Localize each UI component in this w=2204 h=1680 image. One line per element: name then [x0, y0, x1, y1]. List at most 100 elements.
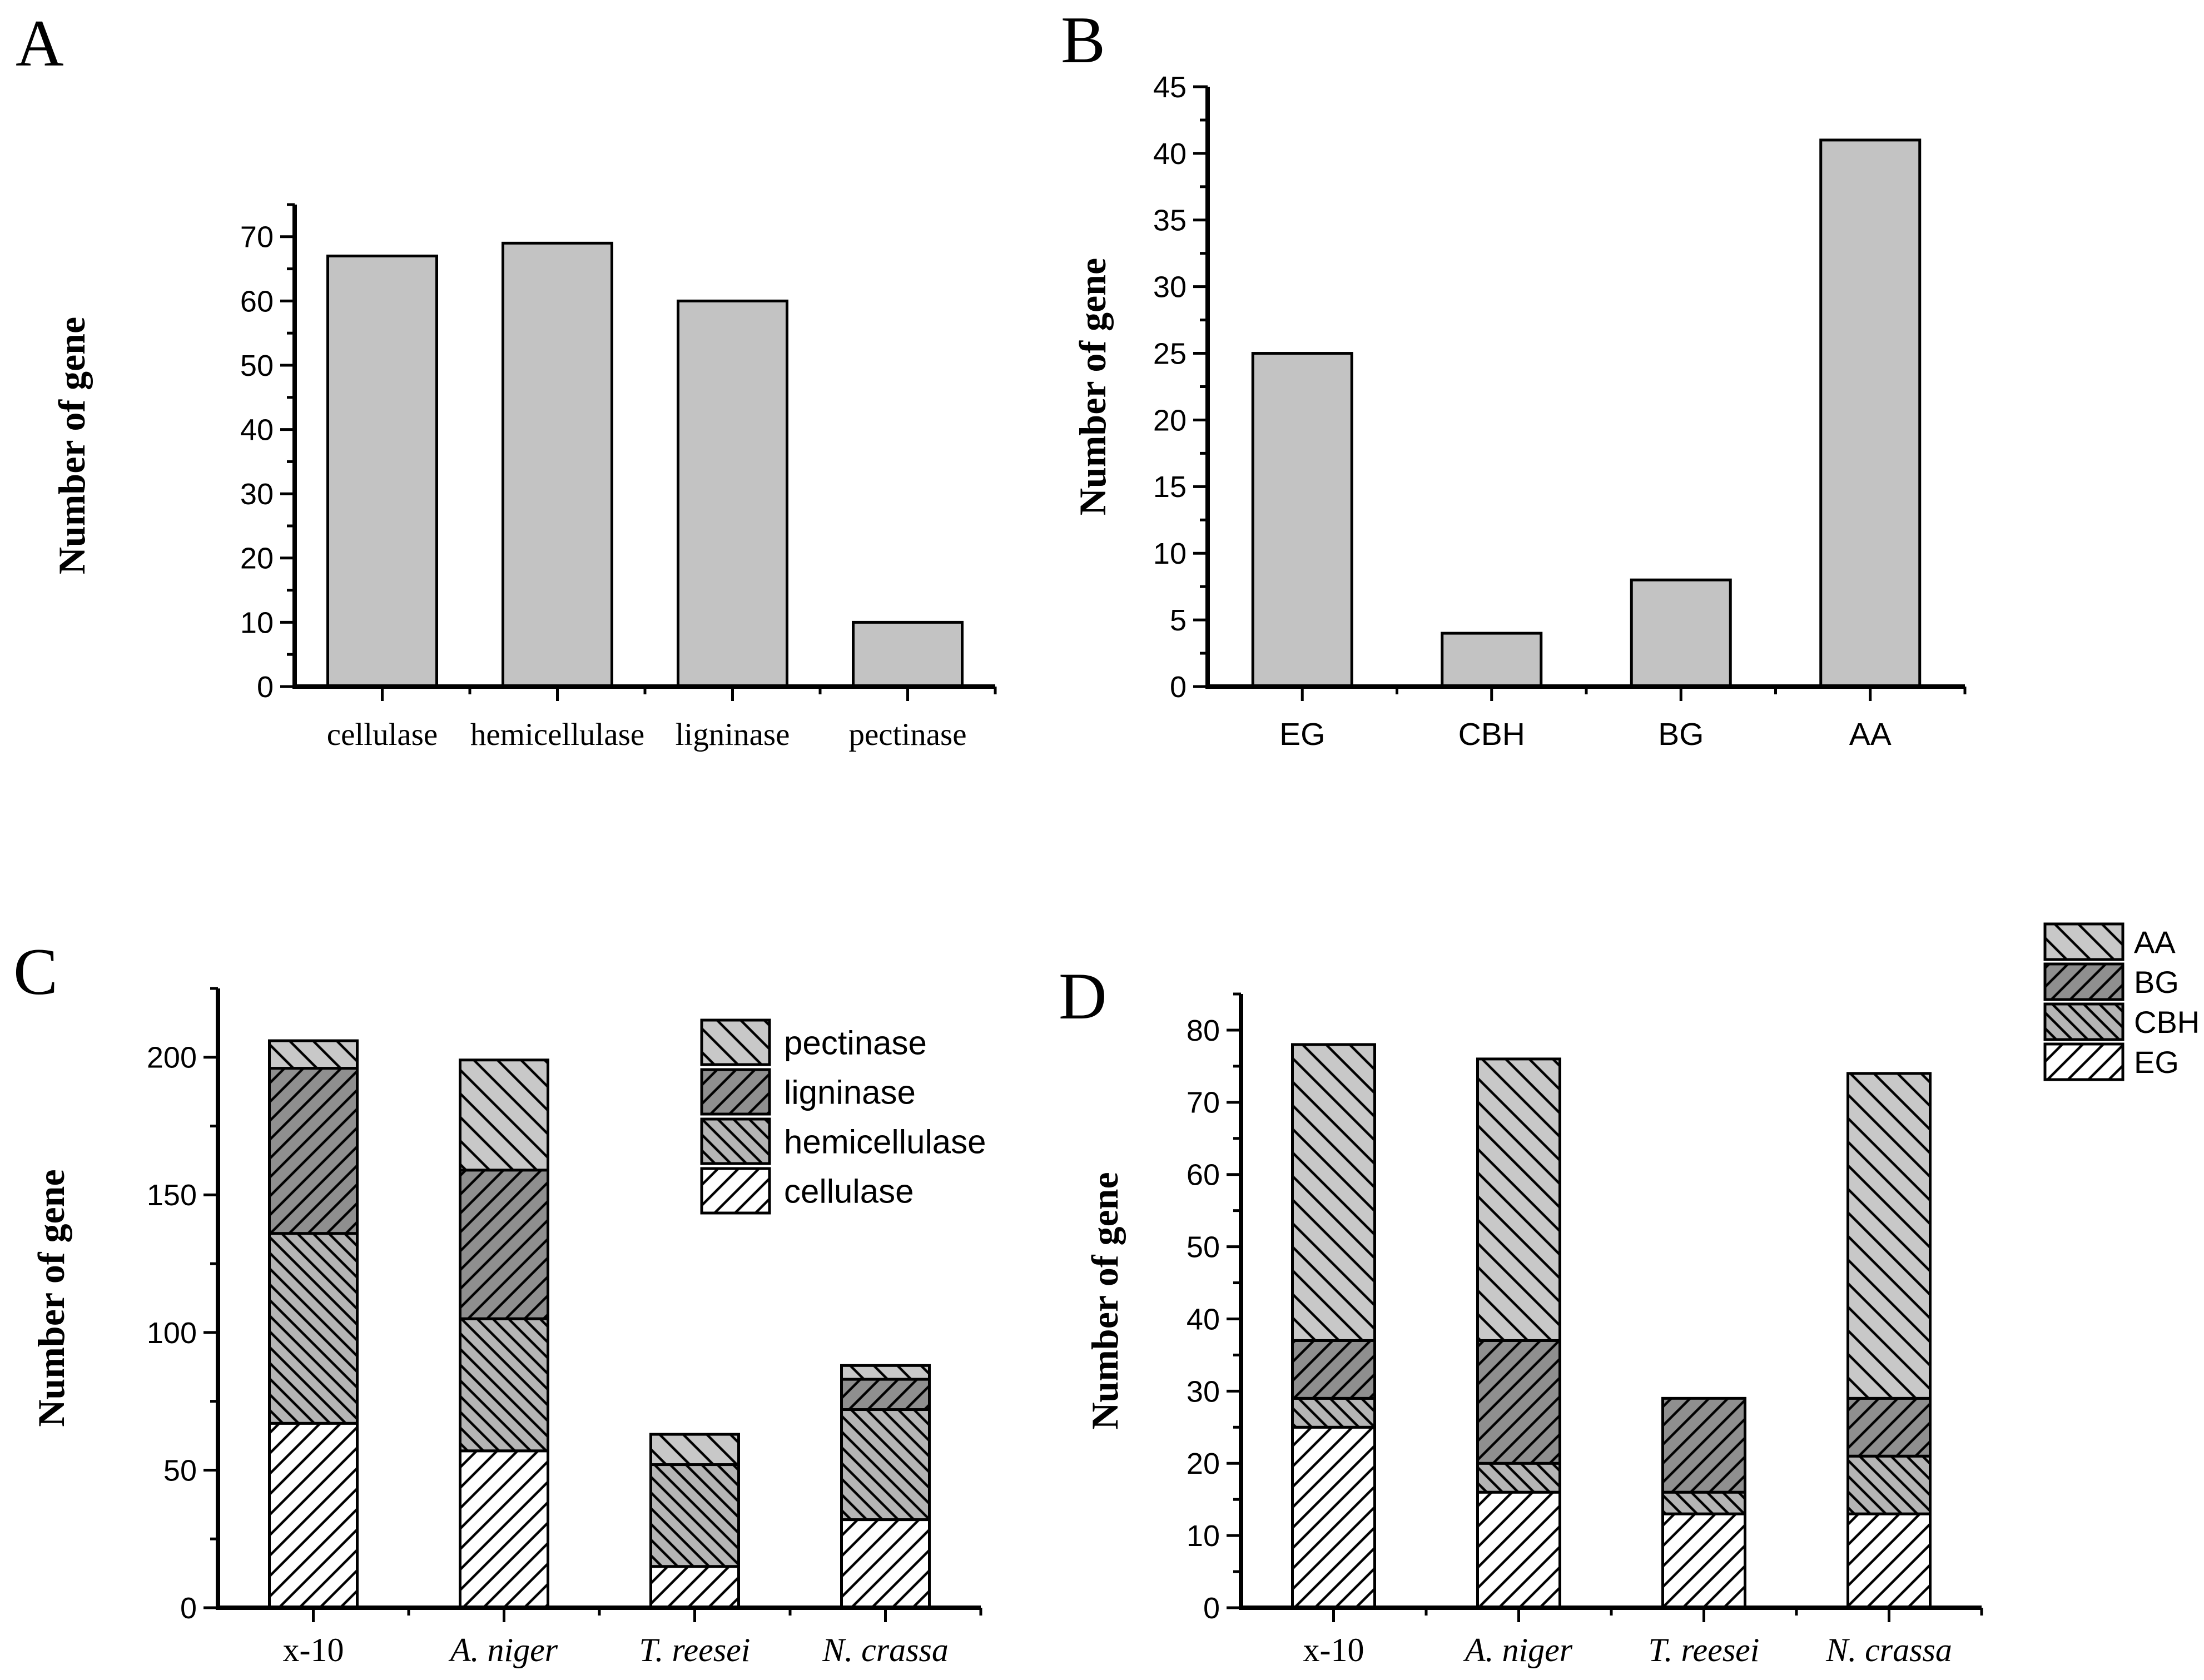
bar-CBH	[1441, 632, 1543, 688]
y-tick-label: 0	[180, 1592, 197, 1625]
panel-D-chart: 0 10 20 30 40 50 60 70 80 x-10 A. niger T. reesei N.…	[1084, 922, 2200, 1668]
y-tick-label: 30	[1153, 271, 1187, 304]
x-category-label: BG	[1658, 717, 1704, 752]
legend-swatch-pectinase	[700, 1018, 771, 1066]
x-category-label: CBH	[1458, 717, 1525, 752]
segment-BG-T. reesei	[1661, 1396, 1746, 1494]
y-tick-label: 30	[1187, 1375, 1220, 1408]
y-tick-label: 70	[240, 221, 274, 254]
y-tick-label: 100	[147, 1316, 197, 1350]
segment-cellulase-x-10	[268, 1421, 359, 1609]
x-category-label: A. niger	[1463, 1632, 1573, 1668]
x-category-label: x-10	[283, 1632, 344, 1668]
segment-AA-A. niger	[1476, 1057, 1561, 1342]
y-tick-label: 50	[163, 1454, 197, 1487]
legend-label-hemicellulase: hemicellulase	[784, 1124, 986, 1161]
y-tick-label: 5	[1170, 604, 1187, 637]
segment-EG-A. niger	[1476, 1490, 1561, 1609]
segment-pectinase-N. crassa	[840, 1364, 931, 1381]
segment-BG-N. crassa	[1846, 1396, 1932, 1458]
segment-EG-N. crassa	[1846, 1512, 1932, 1609]
bar-ligninase	[677, 299, 788, 688]
y-tick-label: 50	[240, 349, 274, 382]
legend-label-cellulase: cellulase	[784, 1173, 914, 1210]
segment-hemicellulase-N. crassa	[840, 1408, 931, 1522]
x-category-label: AA	[1849, 717, 1892, 752]
bar-cellulase	[326, 254, 438, 688]
y-tick-label: 20	[1187, 1447, 1220, 1480]
legend-swatch-cellulase	[700, 1167, 771, 1215]
y-tick-label: 40	[1153, 137, 1187, 171]
bar-hemicellulase	[502, 241, 613, 688]
y-tick-label: 10	[1153, 537, 1187, 570]
segment-CBH-N. crassa	[1846, 1454, 1932, 1515]
y-tick-label: 15	[1153, 470, 1187, 504]
legend-label-BG: BG	[2134, 965, 2179, 1000]
segment-pectinase-T. reesei	[649, 1433, 740, 1467]
segment-ligninase-A. niger	[459, 1169, 549, 1320]
bar-BG	[1630, 578, 1732, 688]
panel-D-letter: D	[1059, 959, 1107, 1033]
panel-A-chart: 0 10 20 30 40 50 60 70 cellulase hemicellulase lig…	[51, 203, 997, 752]
segment-cellulase-T. reesei	[649, 1565, 740, 1609]
segment-ligninase-N. crassa	[840, 1378, 931, 1411]
y-tick-label: 200	[147, 1041, 197, 1075]
panel-C-letter: C	[13, 935, 58, 1008]
legend-label-CBH: CBH	[2134, 1005, 2200, 1040]
y-tick-label: 60	[1187, 1159, 1220, 1192]
legend-swatch-BG	[2043, 962, 2124, 1001]
y-tick-label: 25	[1153, 337, 1187, 370]
panel-D: D 0 10 20 30 40 50 60 70 80 x-10 A. niger T. reesei…	[1056, 834, 2204, 1680]
y-axis-title: Number of gene	[30, 1169, 72, 1426]
y-tick-label: 35	[1153, 204, 1187, 237]
y-tick-label: 10	[1187, 1519, 1220, 1553]
segment-pectinase-A. niger	[459, 1058, 549, 1172]
y-tick-label: 50	[1187, 1230, 1220, 1264]
x-category-label: cellulase	[327, 717, 438, 752]
y-tick-label: 0	[257, 670, 274, 704]
y-tick-label: 20	[240, 542, 274, 575]
x-category-label: T. reesei	[1649, 1632, 1760, 1668]
y-tick-label: 20	[1153, 404, 1187, 437]
panel-B-chart: 0 5 10 15 20 25 30 35 40 45 EG CBH BG AA Number of gen…	[1071, 71, 1967, 752]
legend-swatch-AA	[2043, 922, 2124, 961]
y-tick-label: 70	[1187, 1086, 1220, 1120]
legend-swatch-hemicellulase	[700, 1117, 771, 1165]
y-tick-label: 0	[1203, 1592, 1220, 1625]
legend-label-pectinase: pectinase	[784, 1025, 927, 1062]
legend-swatch-ligninase	[700, 1068, 771, 1116]
y-tick-label: 10	[240, 606, 274, 639]
x-category-label: T. reesei	[639, 1632, 751, 1668]
segment-cellulase-N. crassa	[840, 1518, 931, 1609]
segment-AA-x-10	[1291, 1043, 1376, 1342]
panel-A: A 0 10 20 30 40 50 60 70 cellulase hemicellulase l…	[0, 0, 1056, 834]
y-tick-label: 150	[147, 1179, 197, 1212]
segment-pectinase-x-10	[268, 1039, 359, 1070]
x-category-label: N. crassa	[822, 1632, 949, 1668]
segment-hemicellulase-A. niger	[459, 1317, 549, 1453]
y-tick-label: 0	[1170, 670, 1187, 704]
panel-C-chart: 0 50 100 150 200 x-10 A. niger T. reesei N. cras…	[30, 987, 986, 1668]
legend-swatch-CBH	[2043, 1002, 2124, 1041]
segment-CBH-T. reesei	[1661, 1490, 1746, 1515]
x-category-label: A. niger	[448, 1632, 558, 1668]
y-tick-label: 40	[240, 414, 274, 447]
y-tick-label: 40	[1187, 1303, 1220, 1336]
segment-EG-T. reesei	[1661, 1512, 1746, 1609]
segment-ligninase-x-10	[268, 1067, 359, 1235]
x-category-label: pectinase	[848, 717, 966, 752]
legend-label-AA: AA	[2134, 925, 2176, 960]
x-category-label: N. crassa	[1825, 1632, 1952, 1668]
segment-CBH-x-10	[1291, 1396, 1376, 1429]
panel-B: B 0 5 10 15 20 25 30 35 40 45 EG CBH BG AA Number of g…	[1056, 0, 2204, 834]
legend-label-ligninase: ligninase	[784, 1074, 916, 1111]
y-tick-label: 80	[1187, 1014, 1220, 1047]
segment-BG-x-10	[1291, 1339, 1376, 1400]
bar-pectinase	[852, 620, 964, 688]
segment-hemicellulase-T. reesei	[649, 1463, 740, 1568]
y-tick-label: 45	[1153, 71, 1187, 104]
segment-cellulase-A. niger	[459, 1449, 549, 1609]
y-axis-title: Number of gene	[51, 317, 93, 574]
segment-CBH-A. niger	[1476, 1462, 1561, 1494]
